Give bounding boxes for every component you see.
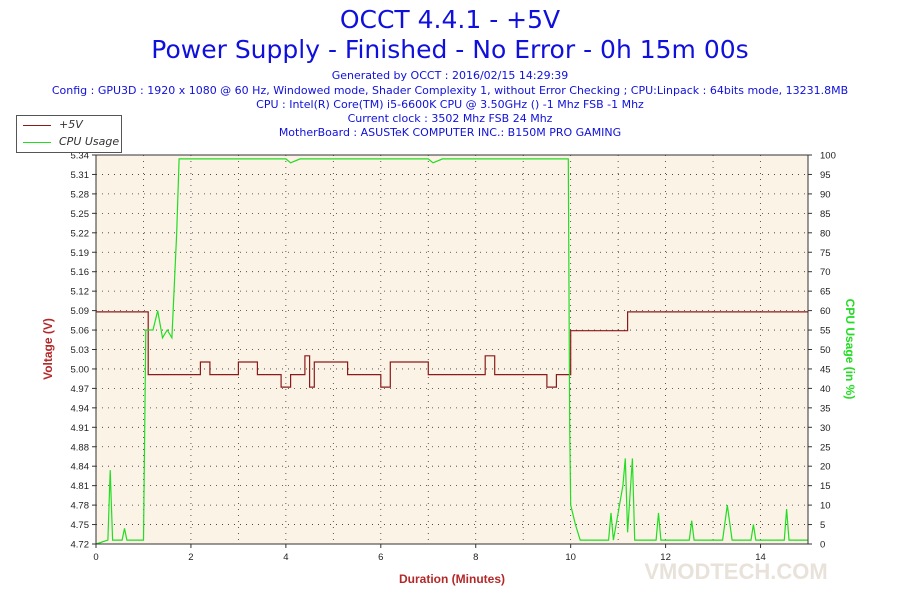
x-tick-label: 12 (660, 552, 671, 563)
x-tick-label: 8 (473, 552, 478, 563)
y-right-tick-label: 95 (820, 170, 831, 181)
legend-swatch-cpu (23, 142, 51, 143)
y-left-tick-label: 4.91 (71, 423, 90, 434)
y-left-tick-label: 4.75 (71, 520, 90, 531)
y-right-tick-label: 15 (820, 481, 831, 492)
generated-info: Generated by OCCT : 2016/02/15 14:29:39 (331, 69, 569, 82)
x-axis-label: Duration (Minutes) (399, 572, 505, 586)
y-left-tick-label: 5.31 (71, 170, 90, 181)
y-right-tick-label: 75 (820, 248, 831, 259)
y-right-tick-label: 45 (820, 364, 831, 375)
y-left-tick-label: 4.88 (71, 442, 90, 453)
y-right-tick-label: 70 (820, 267, 831, 278)
motherboard-info: MotherBoard : ASUSTeK COMPUTER INC.: B15… (278, 126, 622, 139)
y-right-tick-label: 60 (820, 306, 831, 317)
voltage-line (96, 311, 808, 388)
y-left-tick-label: 5.06 (71, 326, 90, 337)
watermark-text: VMODTECH.COM (644, 559, 827, 584)
y-left-tick-label: 5.03 (71, 345, 90, 356)
x-tick-label: 10 (565, 552, 576, 563)
y-left-tick-label: 5.16 (71, 267, 90, 278)
series-lines (95, 158, 808, 545)
y-axis-right-label: CPU Usage (in %) (843, 299, 857, 400)
y-left-tick-label: 4.72 (71, 540, 90, 551)
y-right-tick-label: 50 (820, 345, 831, 356)
y-right-tick-label: 25 (820, 442, 831, 453)
y-right-tick-label: 10 (820, 501, 831, 512)
chart-title: OCCT 4.4.1 - +5V (339, 5, 561, 34)
y-left-tick-label: 5.19 (71, 248, 90, 259)
x-tick-label: 14 (755, 552, 766, 563)
y-left-tick-label: 5.22 (71, 228, 90, 239)
y-right-tick-label: 20 (820, 462, 831, 473)
y-left-tick-label: 5.12 (71, 287, 90, 298)
y-right-tick-label: 100 (820, 151, 836, 162)
y-left-tick-label: 5.09 (71, 306, 90, 317)
cpu-usage-line (95, 158, 808, 545)
y-left-tick-label: 4.81 (71, 481, 90, 492)
y-left-tick-label: 5.28 (71, 189, 90, 200)
x-tick-label: 6 (378, 552, 383, 563)
axis-ticks: 4.72 4.75 4.78 4.81 4.84 4.88 4.91 4.94 4.97 5.00… (71, 151, 836, 564)
y-right-tick-label: 0 (820, 540, 825, 551)
config-info: Config : GPU3D : 1920 x 1080 @ 60 Hz, Wi… (51, 84, 849, 97)
y-left-tick-label: 4.97 (71, 384, 90, 395)
y-left-tick-label: 4.78 (71, 501, 90, 512)
legend-item-cpu: CPU Usage (21, 134, 121, 150)
y-right-tick-label: 30 (820, 423, 831, 434)
plot-frame (95, 154, 809, 545)
y-right-tick-label: 55 (820, 326, 831, 337)
y-right-tick-label: 35 (820, 403, 831, 414)
x-tick-label: 0 (93, 552, 98, 563)
y-axis-left-label: Voltage (V) (41, 318, 55, 380)
y-right-tick-label: 65 (820, 287, 831, 298)
plot-area (96, 155, 808, 544)
cpu-info: CPU : Intel(R) Core(TM) i5-6600K CPU @ 3… (256, 98, 644, 111)
legend-label-cpu: CPU Usage (59, 135, 120, 148)
y-right-tick-label: 85 (820, 209, 831, 220)
y-right-tick-label: 90 (820, 189, 831, 200)
legend: +5V CPU Usage (16, 115, 122, 153)
y-right-tick-label: 40 (820, 384, 831, 395)
legend-item-voltage: +5V (21, 117, 121, 133)
y-left-tick-label: 4.94 (71, 403, 90, 414)
y-left-tick-label: 4.84 (71, 462, 90, 473)
x-tick-label: 2 (188, 552, 193, 563)
chart-subtitle: Power Supply - Finished - No Error - 0h … (151, 35, 749, 64)
y-left-tick-label: 5.34 (71, 151, 90, 162)
y-left-tick-label: 5.25 (71, 209, 90, 220)
clock-info: Current clock : 3502 Mhz FSB 24 Mhz (347, 112, 553, 125)
y-right-tick-label: 80 (820, 228, 831, 239)
y-left-tick-label: 5.00 (71, 364, 90, 375)
legend-swatch-voltage (23, 125, 51, 126)
x-tick-label: 4 (283, 552, 288, 563)
y-right-tick-label: 5 (820, 520, 825, 531)
legend-label-voltage: +5V (59, 118, 83, 131)
